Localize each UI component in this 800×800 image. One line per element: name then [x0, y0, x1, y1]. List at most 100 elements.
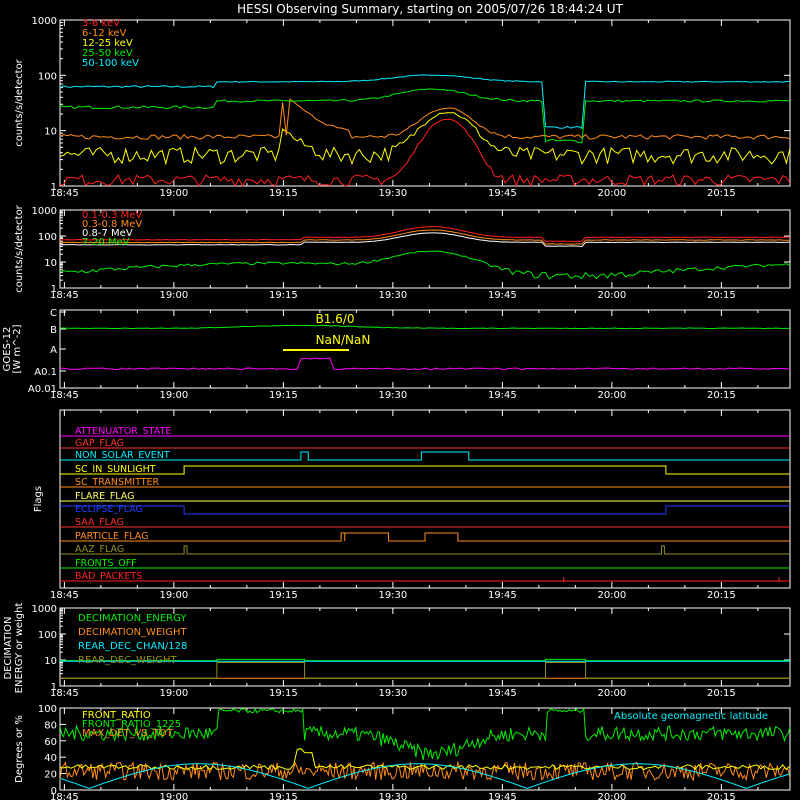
panel1-xtick-label: 19:00	[159, 188, 188, 199]
panel4-xtick-label: 19:45	[488, 590, 517, 601]
series-front-ratio-1225	[59, 707, 791, 761]
legend-front-ratio: FRONT_RATIO	[82, 710, 151, 721]
flag-eclipse-flag-label: ECLIPSE_FLAG	[75, 504, 143, 515]
panel2-ytick-label: 10	[44, 258, 57, 269]
plot-layer: 18:45 19:00 19:15 19:30 19:45 20:00 20:1510001…	[2, 16, 791, 800]
panel4-frame	[59, 409, 791, 589]
panel6-ytick-label: 60	[44, 737, 57, 748]
panel4-xtick-label: 20:15	[707, 590, 736, 601]
panel1-ylabel: counts/s/detector	[14, 58, 25, 146]
legend-rear-dec-chan-128: REAR_DEC_CHAN/128	[78, 641, 187, 652]
panel6-ytick-label: 20	[44, 770, 57, 781]
panel3-frame	[59, 309, 791, 389]
flag-attenuator-state-label: ATTENUATOR_STATE	[75, 426, 171, 437]
series-6-12-kev	[59, 98, 791, 140]
panel1-ytick-label: 1000	[32, 16, 57, 27]
panel3-xtick-label: 20:00	[597, 390, 626, 401]
panel3-xtick-label: 19:45	[488, 390, 517, 401]
panel1-xtick-label: 19:15	[269, 188, 298, 199]
series-decimation-energy	[60, 658, 790, 662]
panel6-ytick-label: 100	[38, 704, 57, 715]
panel5-xtick-label: 20:00	[597, 688, 626, 699]
panel5-xtick-label: 19:15	[269, 688, 298, 699]
goes-ratio-label: NaN/NaN	[316, 333, 371, 347]
series-3-6-kev	[59, 118, 791, 188]
panel3-ylabel-units: [W m^-2]	[12, 324, 23, 373]
panel6-ytick-label: 80	[44, 720, 57, 731]
panel3-ytick-label: C	[50, 308, 57, 319]
panel2-ylabel: counts/s/detector	[14, 204, 25, 292]
series-0-1-0-3-mev	[59, 226, 791, 243]
panel3-ytick-label: A0.01	[28, 384, 57, 395]
panel3-ytick-label: A	[50, 345, 57, 356]
panel5-xtick-label: 19:30	[378, 688, 407, 699]
flag-sc-transmitter-label: SC_TRANSMITTER	[75, 477, 160, 488]
series-25-50-kev	[59, 88, 791, 144]
panel1-xtick-label: 19:30	[378, 188, 407, 199]
legend-7-20-mev: 7-20 MeV	[82, 237, 130, 248]
goes-class-label: B1.6/0	[316, 312, 355, 326]
panel5-ylabel-2: ENERGY or weight	[14, 603, 25, 694]
flag-particle-flag	[60, 532, 790, 542]
panel5-xtick-label: 20:15	[707, 688, 736, 699]
series-0-3-0-8-mev	[59, 229, 790, 245]
panel2-frame	[59, 209, 791, 289]
panel1-ytick-label: 100	[38, 71, 57, 82]
chart-title: HESSI Observing Summary, starting on 200…	[237, 2, 623, 16]
panel4-xtick-label: 19:00	[159, 590, 188, 601]
panel4-xtick-label: 19:15	[269, 590, 298, 601]
panel5-xtick-label: 18:45	[50, 688, 79, 699]
panel2-ytick-label: 1	[51, 284, 57, 295]
panel5-ytick-label: 1000	[32, 604, 57, 615]
panel3-ytick-label: A0.1	[34, 367, 57, 378]
panel2-ytick-label: 1000	[32, 206, 57, 217]
panel4-xtick-label: 19:30	[378, 590, 407, 601]
panel6-xtick-label: 20:00	[597, 792, 626, 800]
series-12-25-kev	[59, 112, 791, 166]
legend-50-100-kev: 50-100 keV	[82, 58, 139, 69]
flag-sc-in-sunlight	[60, 465, 790, 475]
legend-6-12-kev: 6-12 keV	[82, 28, 126, 39]
panel3-ylabel: GOES-12	[2, 327, 13, 372]
series-0-8-7-mev	[59, 232, 791, 248]
panel6-frame	[59, 707, 791, 791]
panel5-ytick-label: 100	[38, 630, 57, 641]
panel6-xtick-label: 19:30	[378, 792, 407, 800]
series-geomagnetic-latitude	[59, 763, 791, 789]
flag-non-solar-event-label: NON_SOLAR_EVENT	[75, 450, 170, 461]
legend-12-25-kev: 12-25 keV	[82, 38, 133, 49]
legend-front-ratio-1225: FRONT_RATIO_1225	[82, 719, 181, 730]
panel1-ytick-label: 1	[51, 182, 57, 193]
legend-0-1-0-3-mev: 0.1-0.3 MeV	[82, 210, 142, 221]
legend-25-50-kev: 25-50 keV	[82, 48, 133, 59]
flag-flare-flag-label: FLARE_FLAG	[75, 491, 135, 502]
panel2-ytick-label: 100	[38, 232, 57, 243]
panel1-xtick-label: 20:15	[707, 188, 736, 199]
flag-saa-flag-label: SAA_FLAG	[75, 517, 124, 528]
legend-absolute-geomagnetic-latitude: Absolute geomagnetic latitude	[614, 711, 768, 722]
series-50-100-kev	[59, 74, 790, 130]
panel1-xtick-label: 19:45	[488, 188, 517, 199]
panel5-ytick-label: 1	[51, 682, 57, 693]
panel3-xtick-label: 19:15	[269, 390, 298, 401]
panel3-xtick-label: 20:15	[707, 390, 736, 401]
panel3-xtick-label: 19:30	[378, 390, 407, 401]
panel1-xtick-label: 18:45	[50, 188, 79, 199]
panel2-xtick-label: 19:30	[378, 290, 407, 301]
flag-eclipse-flag	[60, 505, 790, 515]
flag-aaz-flag-label: AAZ_FLAG	[75, 544, 124, 555]
flag-fronts-off-label: FRONTS_OFF	[75, 558, 137, 569]
panel1-ytick-label: 10	[44, 127, 57, 138]
panel3-ytick-label: B	[50, 325, 57, 336]
flag-sc-in-sunlight-label: SC_IN_SUNLIGHT	[75, 464, 156, 475]
panel6-ytick-label: 0	[51, 786, 57, 797]
legend-decimation-weight: DECIMATION_WEIGHT	[78, 627, 187, 638]
panel5-xtick-label: 19:45	[488, 688, 517, 699]
panel5-ytick-label: 10	[44, 656, 57, 667]
panel3-xtick-label: 18:45	[50, 390, 79, 401]
panel6-xtick-label: 18:45	[50, 792, 79, 800]
series-rear-dec-weight	[60, 662, 790, 679]
panel2-xtick-label: 18:45	[50, 290, 79, 301]
legend-decimation-energy: DECIMATION_ENERGY	[78, 613, 187, 624]
